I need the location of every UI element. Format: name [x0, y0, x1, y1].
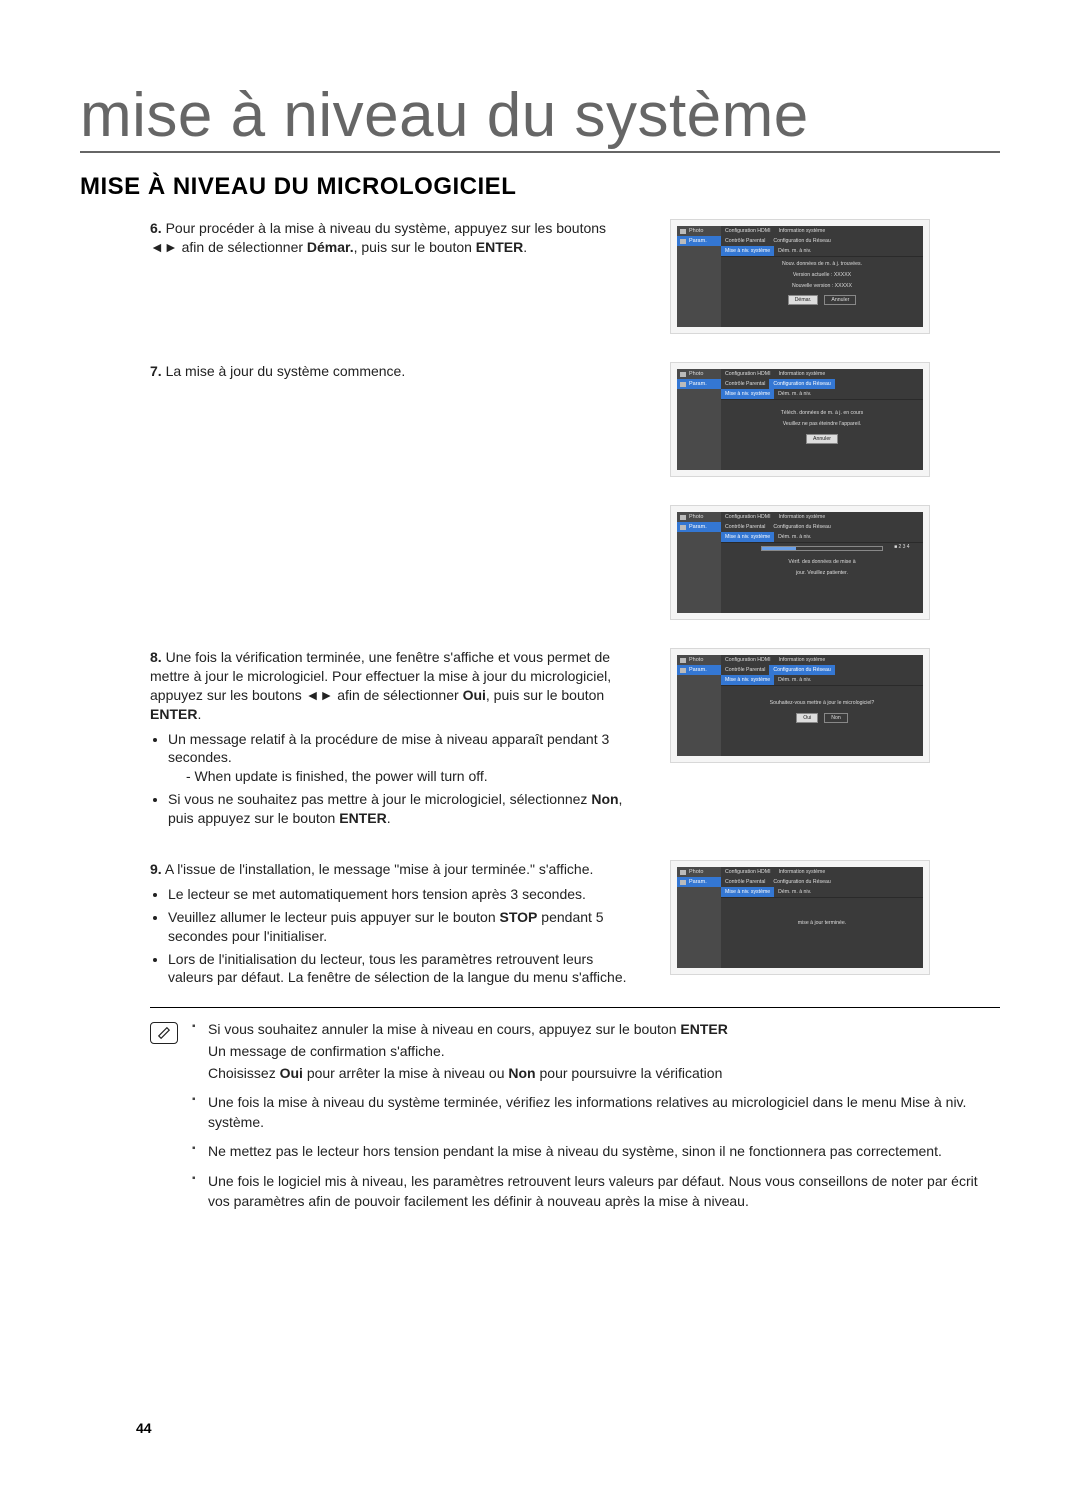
fig9-msg: mise à jour terminée.	[721, 918, 923, 929]
step-6-text: 6. Pour procéder à la mise à niveau du s…	[150, 219, 630, 257]
step-8-text: 8. Une fois la vérification terminée, un…	[150, 648, 630, 832]
figure-step-6: Photo Param. Configuration HDMIInformati…	[670, 219, 930, 334]
fig7b-bar-label: ■ 2 3 4	[894, 544, 910, 550]
fig8-btn-no: Non	[824, 713, 848, 723]
tab-info: Information système	[775, 226, 830, 236]
fig6-msg2: Version actuelle : XXXXX	[721, 270, 923, 281]
step-7-body: La mise à jour du système commence.	[166, 363, 406, 379]
fig7a-msg2: Veuillez ne pas éteindre l'appareil.	[721, 419, 923, 430]
note-1-line3: Choisissez Oui pour arrêter la mise à ni…	[208, 1064, 1000, 1084]
note-2: Une fois la mise à niveau du système ter…	[192, 1093, 1000, 1132]
fig7b-progress-bar: ■ 2 3 4	[761, 546, 882, 551]
page: mise à niveau du système MISE À NIVEAU D…	[0, 0, 1080, 1492]
fig7b-msg2: jour. Veuillez patienter.	[721, 568, 923, 579]
fig7b-msg1: Vérif. des données de mise à	[721, 557, 923, 568]
step-9-bullet-2: Veuillez allumer le lecteur puis appuyer…	[168, 908, 630, 946]
fig6-msg3: Nouvelle version : XXXXX	[721, 281, 923, 292]
step-7-text: 7. La mise à jour du système commence.	[150, 362, 630, 381]
step-8-intro-b: , puis sur le bouton	[486, 687, 604, 703]
fig7a-msg1: Téléch. données de m. à j. en cours	[721, 408, 923, 419]
step-9-text: 9. A l'issue de l'installation, le messa…	[150, 860, 630, 991]
side-photo: Photo	[689, 228, 703, 234]
step-9-bullet-3: Lors de l'initialisation du lecteur, tou…	[168, 950, 630, 988]
step-9-bullet-1: Le lecteur se met automatiquement hors t…	[168, 885, 630, 904]
side-param: Param.	[689, 238, 707, 244]
figure-sidebar: Photo Param.	[677, 226, 721, 327]
fig8-msg: Souhaitez-vous mettre à jour le microlog…	[721, 698, 923, 709]
figures-step-7: PhotoParam. Configuration HDMIInformatio…	[670, 362, 930, 620]
page-title: mise à niveau du système	[80, 80, 1000, 153]
photo-icon	[680, 229, 686, 234]
pencil-note-icon	[150, 1022, 178, 1044]
step-6-body-c: .	[523, 239, 527, 255]
step-8-bullet-1: Un message relatif à la procédure de mis…	[168, 730, 630, 787]
step-9-intro: A l'issue de l'installation, le message …	[165, 861, 594, 877]
tab-dem: Dém. m. à niv.	[774, 246, 815, 256]
figure-step-7a: PhotoParam. Configuration HDMIInformatio…	[670, 362, 930, 477]
step-6-body-b: , puis sur le bouton	[354, 239, 476, 255]
tab-net: Configuration du Réseau	[769, 236, 834, 246]
fig6-btn-start: Démar.	[788, 295, 819, 305]
figure-step-7b: PhotoParam. Configuration HDMIInformatio…	[670, 505, 930, 620]
gear-icon	[680, 239, 686, 244]
note-3: Ne mettez pas le lecteur hors tension pe…	[192, 1142, 1000, 1162]
figure-panel: Configuration HDMIInformation système Co…	[721, 226, 923, 327]
step-6-bold-b: ENTER	[476, 239, 523, 255]
figure-step-9: PhotoParam. Configuration HDMIInformatio…	[670, 860, 930, 975]
fig7a-btn-cancel: Annuler	[806, 434, 838, 444]
note-1-line2: Un message de confirmation s'affiche.	[208, 1042, 1000, 1062]
fig8-btn-yes: Oui	[796, 713, 818, 723]
step-7-num: 7.	[150, 363, 162, 379]
step-8-bold-a: Oui	[463, 687, 486, 703]
notes-block: Si vous souhaitez annuler la mise à nive…	[150, 1007, 1000, 1221]
step-6-num: 6.	[150, 220, 162, 236]
tab-parental: Contrôle Parental	[721, 236, 769, 246]
step-8-intro-c: .	[197, 706, 201, 722]
page-number: 44	[136, 1420, 152, 1436]
note-1: Si vous souhaitez annuler la mise à nive…	[192, 1020, 1000, 1083]
step-9-num: 9.	[150, 861, 162, 877]
step-6-bold-a: Démar.	[307, 239, 354, 255]
step-8-bullet-1-dash: - When update is finished, the power wil…	[168, 767, 630, 786]
section-heading: MISE À NIVEAU DU MICROLOGICIEL	[80, 173, 1000, 201]
figure-step-8: PhotoParam. Configuration HDMIInformatio…	[670, 648, 930, 763]
content-grid: 6. Pour procéder à la mise à niveau du s…	[150, 219, 1000, 991]
fig6-msg1: Nouv. données de m. à j. trouvées.	[721, 259, 923, 270]
step-8-bold-b: ENTER	[150, 706, 197, 722]
note-4: Une fois le logiciel mis à niveau, les p…	[192, 1172, 1000, 1211]
tab-hdmi: Configuration HDMI	[721, 226, 775, 236]
step-8-num: 8.	[150, 649, 162, 665]
fig6-btn-cancel: Annuler	[824, 295, 856, 305]
step-8-bullet-2: Si vous ne souhaitez pas mettre à jour l…	[168, 790, 630, 828]
tab-sysupd: Mise à niv. système	[721, 246, 774, 256]
